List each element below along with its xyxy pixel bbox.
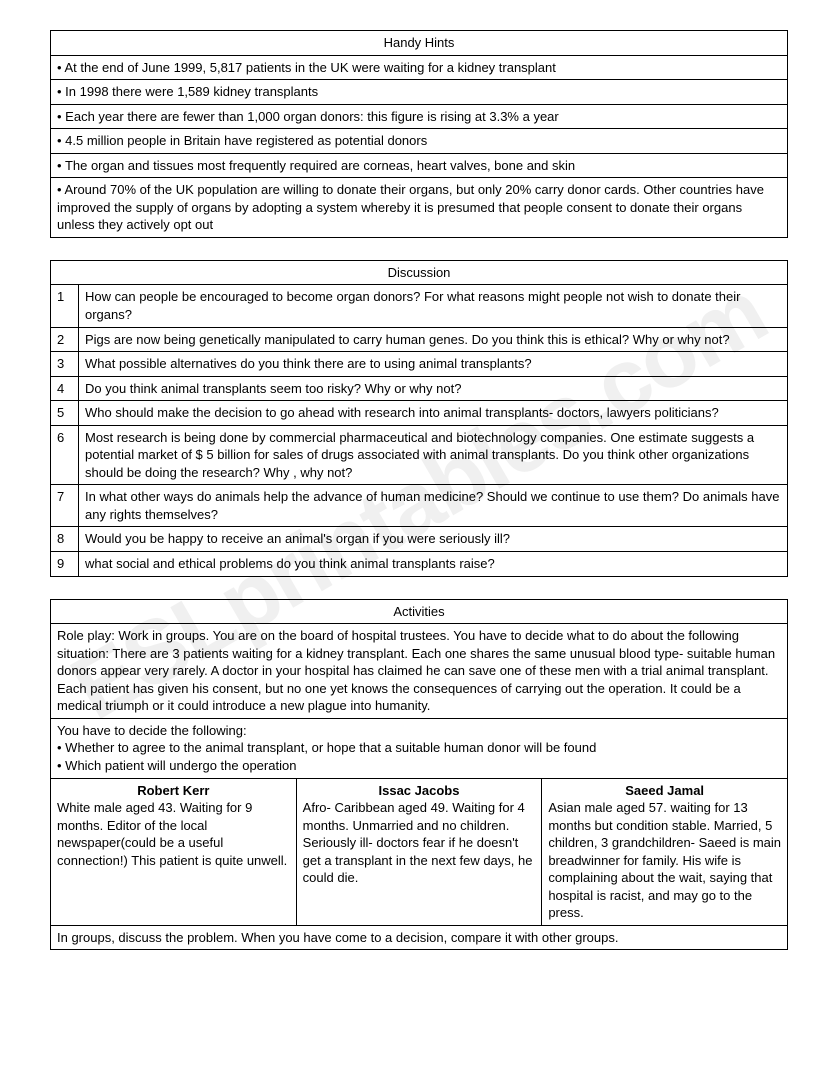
activities-title: Activities (51, 599, 788, 624)
decide-lead: You have to decide the following: (57, 723, 247, 738)
discussion-table: Discussion 1How can people be encouraged… (50, 260, 788, 577)
patient-name: Robert Kerr (57, 782, 290, 800)
patient-desc: Afro- Caribbean aged 49. Waiting for 4 m… (303, 799, 536, 887)
discussion-q: Who should make the decision to go ahead… (79, 401, 788, 426)
discussion-q: what social and ethical problems do you … (79, 552, 788, 577)
discussion-num: 5 (51, 401, 79, 426)
decide-item: Whether to agree to the animal transplan… (65, 740, 596, 755)
activities-table: Activities Role play: Work in groups. Yo… (50, 599, 788, 951)
patient-cell: Robert Kerr White male aged 43. Waiting … (51, 778, 297, 925)
hint-item: At the end of June 1999, 5,817 patients … (51, 55, 788, 80)
discussion-q: Most research is being done by commercia… (79, 425, 788, 485)
patient-name: Issac Jacobs (303, 782, 536, 800)
discussion-num: 6 (51, 425, 79, 485)
discussion-q: How can people be encouraged to become o… (79, 285, 788, 327)
activities-decide: You have to decide the following: • Whet… (51, 718, 788, 778)
hint-item: In 1998 there were 1,589 kidney transpla… (51, 80, 788, 105)
hint-item: The organ and tissues most frequently re… (51, 153, 788, 178)
discussion-num: 4 (51, 376, 79, 401)
patient-cell: Saeed Jamal Asian male aged 57. waiting … (542, 778, 788, 925)
discussion-q: In what other ways do animals help the a… (79, 485, 788, 527)
discussion-q: Pigs are now being genetically manipulat… (79, 327, 788, 352)
discussion-num: 9 (51, 552, 79, 577)
discussion-num: 3 (51, 352, 79, 377)
patient-desc: Asian male aged 57. waiting for 13 month… (548, 799, 781, 922)
activities-outro: In groups, discuss the problem. When you… (51, 925, 788, 950)
hints-table: Handy Hints At the end of June 1999, 5,8… (50, 30, 788, 238)
hint-item: 4.5 million people in Britain have regis… (51, 129, 788, 154)
patient-cell: Issac Jacobs Afro- Caribbean aged 49. Wa… (296, 778, 542, 925)
patient-desc: White male aged 43. Waiting for 9 months… (57, 799, 290, 869)
discussion-q: Would you be happy to receive an animal'… (79, 527, 788, 552)
discussion-num: 8 (51, 527, 79, 552)
decide-item: Which patient will undergo the operation (65, 758, 296, 773)
discussion-num: 2 (51, 327, 79, 352)
hints-title: Handy Hints (51, 31, 788, 56)
patient-name: Saeed Jamal (548, 782, 781, 800)
discussion-title: Discussion (51, 260, 788, 285)
hint-item: Each year there are fewer than 1,000 org… (51, 104, 788, 129)
discussion-num: 7 (51, 485, 79, 527)
discussion-q: What possible alternatives do you think … (79, 352, 788, 377)
hint-item: Around 70% of the UK population are will… (51, 178, 788, 238)
activities-intro: Role play: Work in groups. You are on th… (51, 624, 788, 719)
discussion-num: 1 (51, 285, 79, 327)
discussion-q: Do you think animal transplants seem too… (79, 376, 788, 401)
